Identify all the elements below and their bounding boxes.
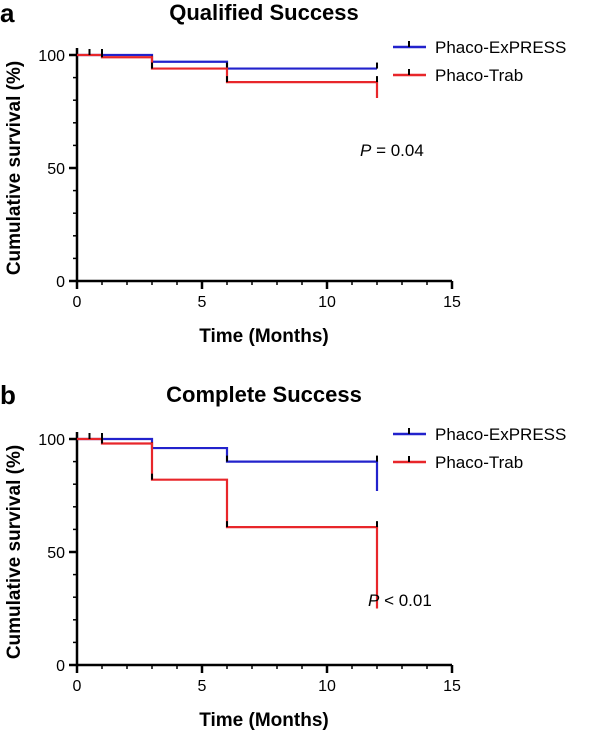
panel-b: b Complete Success Cumulative survival (… [0, 380, 566, 731]
panel-b-xtick-label-15: 15 [443, 678, 461, 695]
panel-a-ytick-label-50: 50 [47, 161, 65, 178]
panel-a-curve-phaco-express [77, 53, 377, 70]
panel-b-ticks: 0 5 10 15 0 50 100 [38, 432, 461, 695]
panel-a-legend: Phaco-ExPRESS Phaco-Trab [393, 38, 566, 85]
panel-b-ytick-label-0: 0 [56, 658, 65, 675]
panel-a-xtick-label-0: 0 [73, 294, 82, 311]
panel-b-p-value: P < 0.01 [368, 591, 432, 610]
panel-a-ylabel: Cumulative survival (%) [4, 61, 25, 275]
panel-a-xlabel: Time (Months) [199, 326, 328, 347]
panel-b-legend: Phaco-ExPRESS Phaco-Trab [393, 425, 566, 472]
panel-a-p-rest: = 0.04 [371, 141, 423, 160]
legend-b-label-phaco-trab: Phaco-Trab [435, 453, 523, 472]
panel-a-ytick-label-100: 100 [38, 48, 65, 65]
legend-b-label-phaco-express: Phaco-ExPRESS [435, 425, 566, 444]
panel-b-xtick-label-5: 5 [198, 678, 207, 695]
panel-b-ylabel: Cumulative survival (%) [4, 445, 25, 659]
panel-b-letter: b [0, 380, 16, 410]
panel-a-curves [77, 49, 379, 98]
panel-b-ytick-label-100: 100 [38, 432, 65, 449]
panel-a-ytick-label-0: 0 [56, 274, 65, 291]
panel-b-xlabel: Time (Months) [199, 710, 328, 731]
panel-b-p-rest: < 0.01 [379, 591, 431, 610]
panel-b-p-italic: P [368, 591, 380, 610]
panel-a-xtick-label-10: 10 [318, 294, 336, 311]
panel-b-xtick-label-0: 0 [73, 678, 82, 695]
legend-a-label-phaco-express: Phaco-ExPRESS [435, 38, 566, 57]
panel-b-xtick-label-10: 10 [318, 678, 336, 695]
panel-a: a Qualified Success Cumulative survival … [0, 0, 566, 347]
panel-a-p-italic: P [360, 141, 372, 160]
panel-a-title: Qualified Success [169, 0, 359, 25]
panel-b-title: Complete Success [166, 382, 362, 407]
panel-b-ytick-label-50: 50 [47, 545, 65, 562]
panel-a-letter: a [0, 0, 15, 28]
panel-b-curves [77, 433, 379, 609]
panel-a-xtick-label-5: 5 [198, 294, 207, 311]
legend-a-label-phaco-trab: Phaco-Trab [435, 66, 523, 85]
panel-a-ticks: 0 5 10 15 0 50 100 [38, 48, 461, 311]
panel-a-xtick-label-15: 15 [443, 294, 461, 311]
panel-a-p-value: P = 0.04 [360, 141, 424, 160]
